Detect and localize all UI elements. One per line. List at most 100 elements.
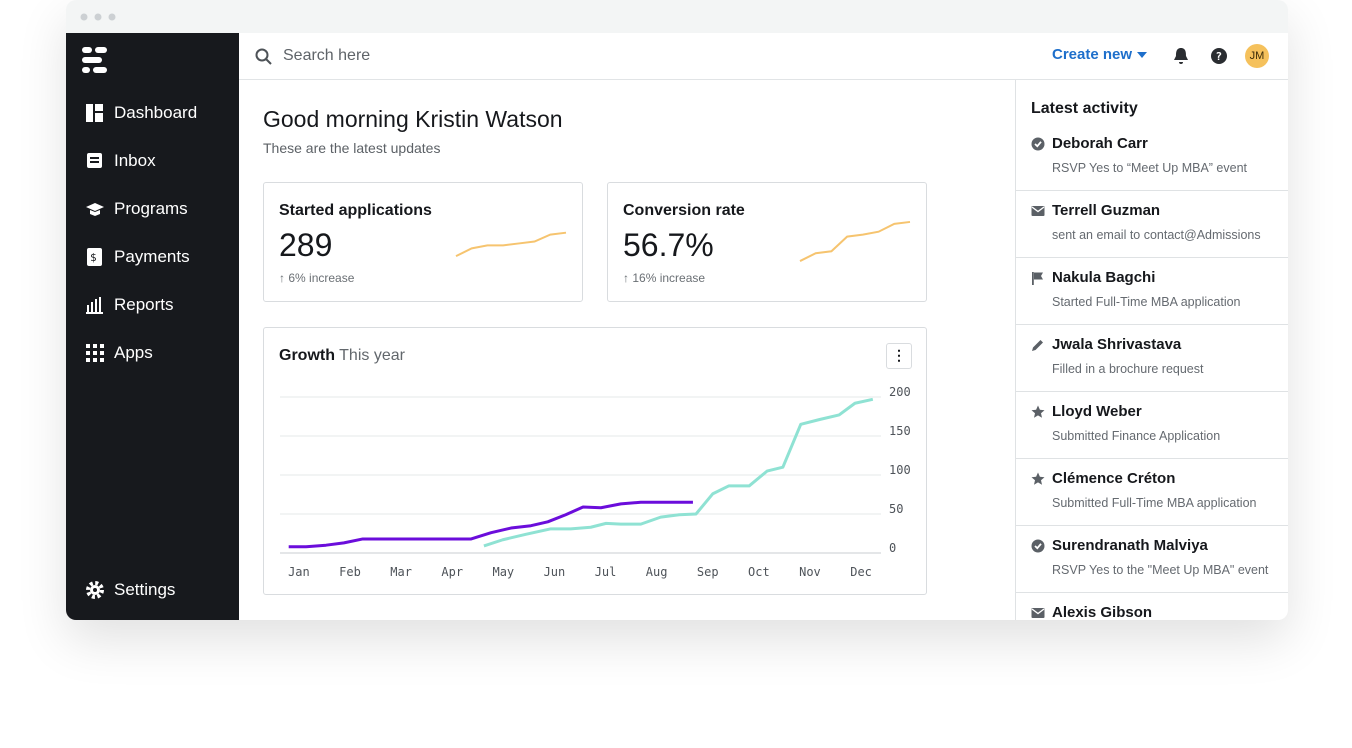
x-tick-label: Oct xyxy=(748,565,770,579)
activity-panel: Latest activity Deborah Carr RSVP Yes to … xyxy=(1015,80,1288,620)
activity-item: Terrell Guzman sent an email to contact@A… xyxy=(1016,191,1288,258)
activity-text: RSVP Yes to “Meet Up MBA” event xyxy=(1052,161,1248,175)
svg-text:?: ? xyxy=(1216,50,1223,63)
x-tick-label: Apr xyxy=(441,565,463,579)
nav-reports[interactable]: Reports xyxy=(86,295,174,315)
series-line xyxy=(483,397,874,548)
sparkline xyxy=(455,231,567,258)
change-text: 6% increase xyxy=(288,271,355,285)
activity-icon xyxy=(1031,472,1045,485)
card-change: ↑ 16% increase xyxy=(623,271,706,285)
stat-card: Conversion rate 56.7% ↑ 16% increase xyxy=(607,182,927,302)
window-dots xyxy=(80,13,116,21)
activity-item: Surendranath Malviya RSVP Yes to the "Mee… xyxy=(1016,526,1288,593)
activity-name: Deborah Carr xyxy=(1052,135,1148,152)
activity-name: Clémence Créton xyxy=(1052,470,1176,487)
activity-name: Nakula Bagchi xyxy=(1052,269,1156,286)
activity-text: Filled in a brochure request xyxy=(1052,362,1204,376)
y-tick-label: 150 xyxy=(889,424,911,438)
y-tick-label: 200 xyxy=(889,385,911,399)
activity-name: Jwala Shrivastava xyxy=(1052,336,1182,353)
activity-item: Jwala Shrivastava Filled in a brochure re… xyxy=(1016,325,1288,392)
activity-icon xyxy=(1031,137,1045,151)
nav-inbox[interactable]: Inbox xyxy=(86,151,156,171)
activity-text: Submitted Finance Application xyxy=(1052,429,1221,443)
search-icon xyxy=(255,48,272,65)
activity-name: Terrell Guzman xyxy=(1052,202,1161,219)
activity-item: Lloyd Weber Submitted Finance Application xyxy=(1016,392,1288,459)
activity-icon xyxy=(1031,608,1045,618)
x-tick-label: Feb xyxy=(339,565,361,579)
activity-item: Nakula Bagchi Started Full-Time MBA appli… xyxy=(1016,258,1288,325)
svg-text:$: $ xyxy=(90,251,97,264)
growth-chart: 0 50 100 150 200 Jan Feb Mar Apr May Jun Jul Aug Sep O… xyxy=(280,385,911,579)
nav-label: Inbox xyxy=(114,151,156,170)
activity-name: Lloyd Weber xyxy=(1052,403,1142,420)
stat-card: Started applications 289 ↑ 6% increase xyxy=(263,182,583,302)
sparkline-line xyxy=(799,220,911,262)
activity-item: Deborah Carr RSVP Yes to “Meet Up MBA” ev… xyxy=(1016,124,1288,191)
x-tick-label: Sep xyxy=(697,565,719,579)
activity-name: Alexis Gibson xyxy=(1052,604,1153,620)
nav-settings[interactable]: Settings xyxy=(86,580,175,600)
x-tick-label: Dec xyxy=(850,565,872,579)
activity-text: Submitted Full-Time MBA application xyxy=(1052,496,1257,510)
nav-label: Settings xyxy=(114,580,176,599)
growth-heading: Growth This year xyxy=(279,347,405,365)
nav-payments[interactable]: $ Payments xyxy=(86,247,190,267)
activity-text: RSVP Yes to the "Meet Up MBA" event xyxy=(1052,563,1269,577)
x-tick-label: Mar xyxy=(390,565,412,579)
growth-subtitle: This year xyxy=(339,347,405,364)
activity-name: Surendranath Malviya xyxy=(1052,537,1208,554)
notifications-icon[interactable] xyxy=(1173,47,1189,65)
activity-icon xyxy=(1031,206,1045,216)
y-tick-label: 0 xyxy=(889,541,896,555)
card-value: 56.7% xyxy=(623,227,714,263)
activity-icon xyxy=(1032,340,1043,351)
nav-label: Programs xyxy=(114,199,188,218)
y-tick-label: 100 xyxy=(889,463,911,477)
growth-card: Growth This year ⋮ 0 50 100 150 200 Jan Feb Mar… xyxy=(263,327,927,595)
logo xyxy=(82,47,107,73)
nav-label: Payments xyxy=(114,247,190,266)
x-tick-label: Nov xyxy=(799,565,821,579)
activity-icon xyxy=(1032,272,1043,285)
change-text: 16% increase xyxy=(632,271,706,285)
x-tick-label: Jun xyxy=(544,565,566,579)
x-tick-label: May xyxy=(492,565,514,579)
create-new-button[interactable]: Create new xyxy=(1052,46,1148,63)
help-icon[interactable]: ? xyxy=(1210,47,1228,65)
avatar[interactable]: JM xyxy=(1245,44,1269,68)
sparkline-line xyxy=(455,231,567,258)
nav-apps[interactable]: Apps xyxy=(86,343,153,363)
greeting-subtitle: These are the latest updates xyxy=(263,140,441,156)
activity-item: Alexis Gibson xyxy=(1016,593,1288,620)
activity-icon xyxy=(1031,539,1045,553)
x-tick-label: Jan xyxy=(288,565,310,579)
sparkline xyxy=(799,220,911,262)
button-label: Create new xyxy=(1052,46,1133,63)
card-title: Conversion rate xyxy=(623,202,745,219)
greeting-title: Good morning Kristin Watson xyxy=(263,106,563,132)
series-line xyxy=(288,500,693,549)
x-tick-label: Aug xyxy=(646,565,668,579)
top-bar: Search here Create new ? JM xyxy=(239,33,1288,80)
activity-text: sent an email to contact@Admissions xyxy=(1052,228,1261,242)
y-tick-label: 50 xyxy=(889,502,903,516)
card-value: 289 xyxy=(279,227,333,263)
x-tick-label: Jul xyxy=(595,565,617,579)
activity-title: Latest activity xyxy=(1031,100,1138,117)
growth-title: Growth xyxy=(279,347,335,364)
nav-programs[interactable]: Programs xyxy=(86,199,188,219)
more-button[interactable]: ⋮ xyxy=(886,343,912,369)
search-input[interactable]: Search here xyxy=(283,47,371,64)
app-window: Dashboard Inbox Programs $ Payments Repor… xyxy=(66,0,1288,620)
nav-label: Reports xyxy=(114,295,174,314)
activity-item: Clémence Créton Submitted Full-Time MBA a… xyxy=(1016,459,1288,526)
activity-text: Started Full-Time MBA application xyxy=(1052,295,1241,309)
sidebar: Dashboard Inbox Programs $ Payments Repor… xyxy=(66,33,239,620)
title-bar xyxy=(66,0,1288,33)
nav-dashboard[interactable]: Dashboard xyxy=(86,103,197,123)
card-title: Started applications xyxy=(279,202,432,219)
